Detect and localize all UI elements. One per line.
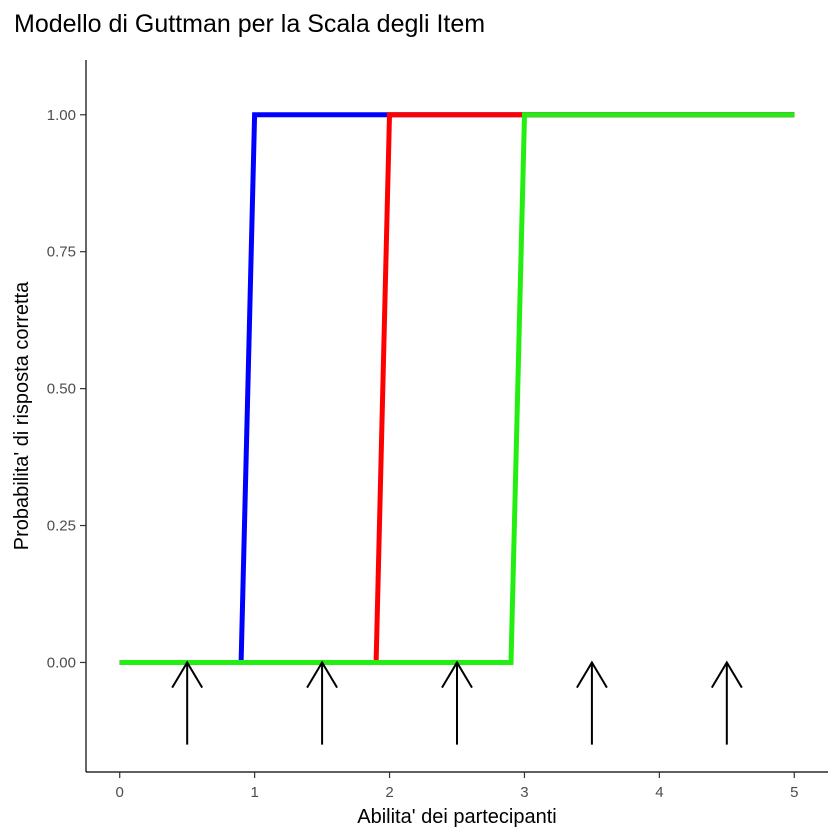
plot-area — [119, 112, 795, 745]
y-tick-label: 0.75 — [47, 244, 76, 261]
x-tick-label: 2 — [385, 784, 393, 801]
series-line-1 — [119, 112, 795, 665]
x-tick-label: 1 — [250, 784, 258, 801]
up-arrow-5 — [710, 660, 743, 745]
series-line-2 — [119, 112, 795, 665]
y-axis-title: Probabilita' di risposta corretta — [11, 281, 33, 550]
up-arrow-2 — [306, 660, 338, 745]
y-axis-ticks: 0.00 0.25 0.50 0.75 1.00 — [47, 107, 86, 671]
up-arrow-1 — [171, 660, 204, 745]
y-tick-label: 0.00 — [47, 654, 76, 671]
x-tick-label: 5 — [790, 784, 798, 801]
up-arrow-4 — [576, 660, 608, 745]
series-line-3 — [119, 112, 795, 665]
up-arrow-3 — [441, 660, 473, 745]
x-tick-label: 0 — [116, 784, 124, 801]
y-tick-label: 1.00 — [47, 107, 76, 124]
x-axis-ticks: 0 1 2 3 4 5 — [116, 772, 798, 801]
x-axis-title: Abilita' dei partecipanti — [357, 806, 557, 828]
y-tick-label: 0.50 — [47, 381, 76, 398]
y-tick-label: 0.25 — [47, 518, 76, 535]
x-tick-label: 3 — [520, 784, 528, 801]
x-tick-label: 4 — [655, 784, 663, 801]
chart-title: Modello di Guttman per la Scala degli It… — [14, 10, 485, 38]
